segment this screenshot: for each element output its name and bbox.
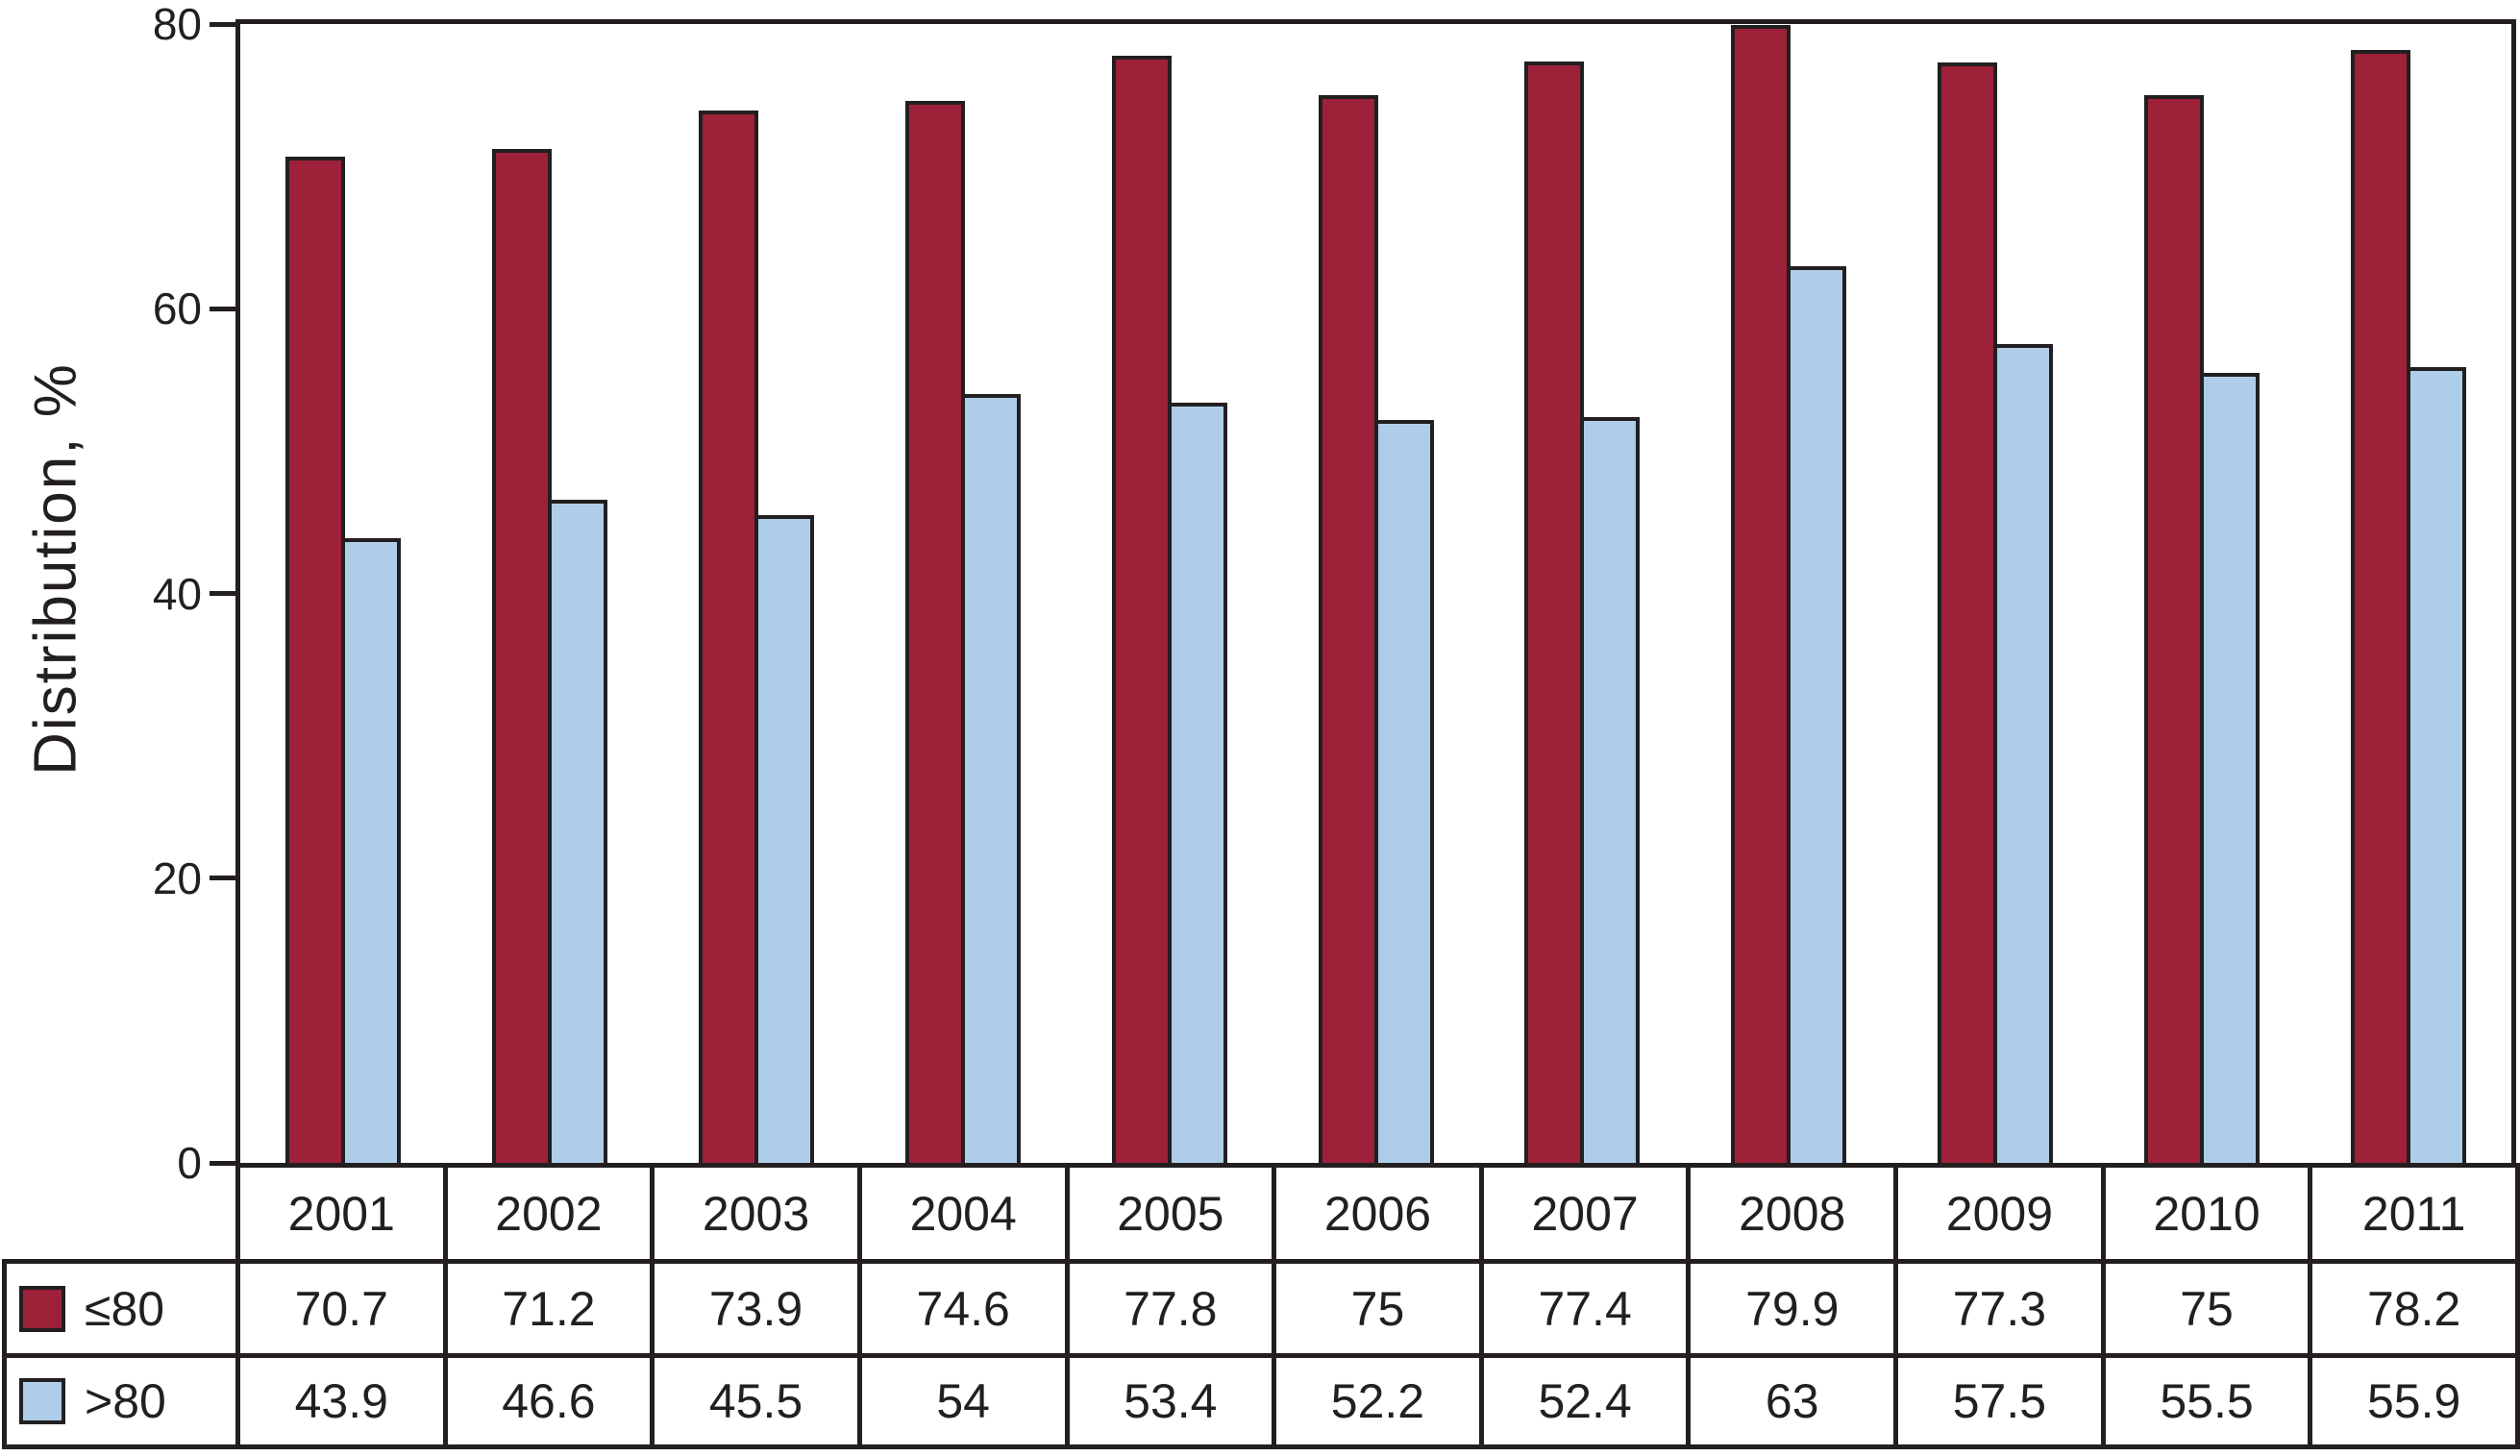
year-header-cell-2001: 2001 <box>235 1163 448 1264</box>
legend-cell-le80: ≤80 <box>2 1259 240 1358</box>
year-header-cell-2005: 2005 <box>1064 1163 1277 1264</box>
bar-le80-2010 <box>2143 95 2204 1163</box>
value-cell-le80-2004: 74.6 <box>856 1259 1070 1358</box>
year-header-cell-2007: 2007 <box>1478 1163 1692 1264</box>
legend-label-le80: ≤80 <box>85 1281 165 1336</box>
year-header-cell-2010: 2010 <box>2100 1163 2313 1264</box>
value-cell-gt80-2008: 63 <box>1686 1353 1899 1449</box>
value-cell-gt80-2004: 54 <box>856 1353 1070 1449</box>
value-cell-gt80-2009: 57.5 <box>1893 1353 2106 1449</box>
value-cell-le80-2005: 77.8 <box>1064 1259 1277 1358</box>
bar-le80-2003 <box>699 111 759 1163</box>
legend-cell-gt80: >80 <box>2 1353 240 1449</box>
value-cell-le80-2011: 78.2 <box>2308 1259 2520 1358</box>
table-corner-empty-cell <box>5 1166 238 1262</box>
bar-gt80-2009 <box>1992 344 2053 1163</box>
legend-swatch-icon-le80 <box>19 1285 65 1332</box>
y-tick-mark-20 <box>210 876 235 881</box>
year-header-cell-2002: 2002 <box>442 1163 655 1264</box>
y-tick-mark-80 <box>210 21 235 27</box>
bar-gt80-2004 <box>960 394 1021 1163</box>
y-tick-label-0: 0 <box>177 1138 202 1188</box>
value-cell-le80-2007: 77.4 <box>1478 1259 1692 1358</box>
y-tick-label-20: 20 <box>152 852 202 903</box>
y-tick-label-40: 40 <box>152 568 202 619</box>
bar-gt80-2006 <box>1373 419 1434 1163</box>
bar-le80-2009 <box>1937 62 1997 1163</box>
value-cell-le80-2008: 79.9 <box>1686 1259 1899 1358</box>
value-cell-gt80-2010: 55.5 <box>2100 1353 2313 1449</box>
value-cell-le80-2009: 77.3 <box>1893 1259 2106 1358</box>
value-cell-le80-2006: 75 <box>1272 1259 1484 1358</box>
y-axis-title: Distribution, % <box>22 362 89 776</box>
bar-gt80-2007 <box>1580 416 1641 1163</box>
bar-le80-2001 <box>285 156 346 1163</box>
legend-label-gt80: >80 <box>85 1374 166 1428</box>
value-cell-le80-2001: 70.7 <box>235 1259 448 1358</box>
y-tick-label-80: 80 <box>152 0 202 49</box>
bar-le80-2008 <box>1731 25 1791 1163</box>
bars-container <box>240 24 2511 1163</box>
bar-le80-2007 <box>1524 61 1585 1163</box>
year-header-cell-2003: 2003 <box>650 1163 862 1264</box>
legend-swatch-icon-gt80 <box>19 1378 65 1424</box>
bar-gt80-2005 <box>1167 403 1227 1163</box>
year-header-cell-2009: 2009 <box>1893 1163 2106 1264</box>
bar-le80-2005 <box>1111 55 1172 1163</box>
bar-gt80-2010 <box>2199 372 2260 1163</box>
bar-le80-2011 <box>2350 49 2410 1163</box>
y-tick-mark-40 <box>210 591 235 596</box>
value-cell-gt80-2005: 53.4 <box>1064 1353 1277 1449</box>
bar-le80-2002 <box>492 149 553 1163</box>
data-table: 2001 2002 2003 2004 2005 2006 2007 2008 2009 2010… <box>2 1163 2520 1449</box>
y-tick-mark-0 <box>210 1160 235 1166</box>
value-cell-gt80-2003: 45.5 <box>650 1353 862 1449</box>
bar-gt80-2002 <box>548 499 608 1163</box>
y-tick-mark-60 <box>210 306 235 311</box>
value-cell-le80-2010: 75 <box>2100 1259 2313 1358</box>
value-cell-gt80-2007: 52.4 <box>1478 1353 1692 1449</box>
bar-gt80-2008 <box>1787 265 1847 1163</box>
bar-gt80-2003 <box>754 515 815 1163</box>
value-cell-gt80-2002: 46.6 <box>442 1353 655 1449</box>
bar-gt80-2001 <box>341 537 402 1163</box>
year-header-cell-2011: 2011 <box>2308 1163 2520 1264</box>
bar-gt80-2011 <box>2406 366 2466 1163</box>
value-cell-gt80-2011: 55.9 <box>2308 1353 2520 1449</box>
value-cell-le80-2003: 73.9 <box>650 1259 862 1358</box>
bar-le80-2004 <box>904 101 965 1163</box>
y-tick-label-60: 60 <box>152 284 202 334</box>
value-cell-gt80-2006: 52.2 <box>1272 1353 1484 1449</box>
year-header-cell-2006: 2006 <box>1272 1163 1484 1264</box>
year-header-cell-2004: 2004 <box>856 1163 1070 1264</box>
plot-box <box>235 19 2516 1163</box>
year-header-cell-2008: 2008 <box>1686 1163 1899 1264</box>
bar-le80-2006 <box>1318 95 1378 1163</box>
value-cell-gt80-2001: 43.9 <box>235 1353 448 1449</box>
value-cell-le80-2002: 71.2 <box>442 1259 655 1358</box>
